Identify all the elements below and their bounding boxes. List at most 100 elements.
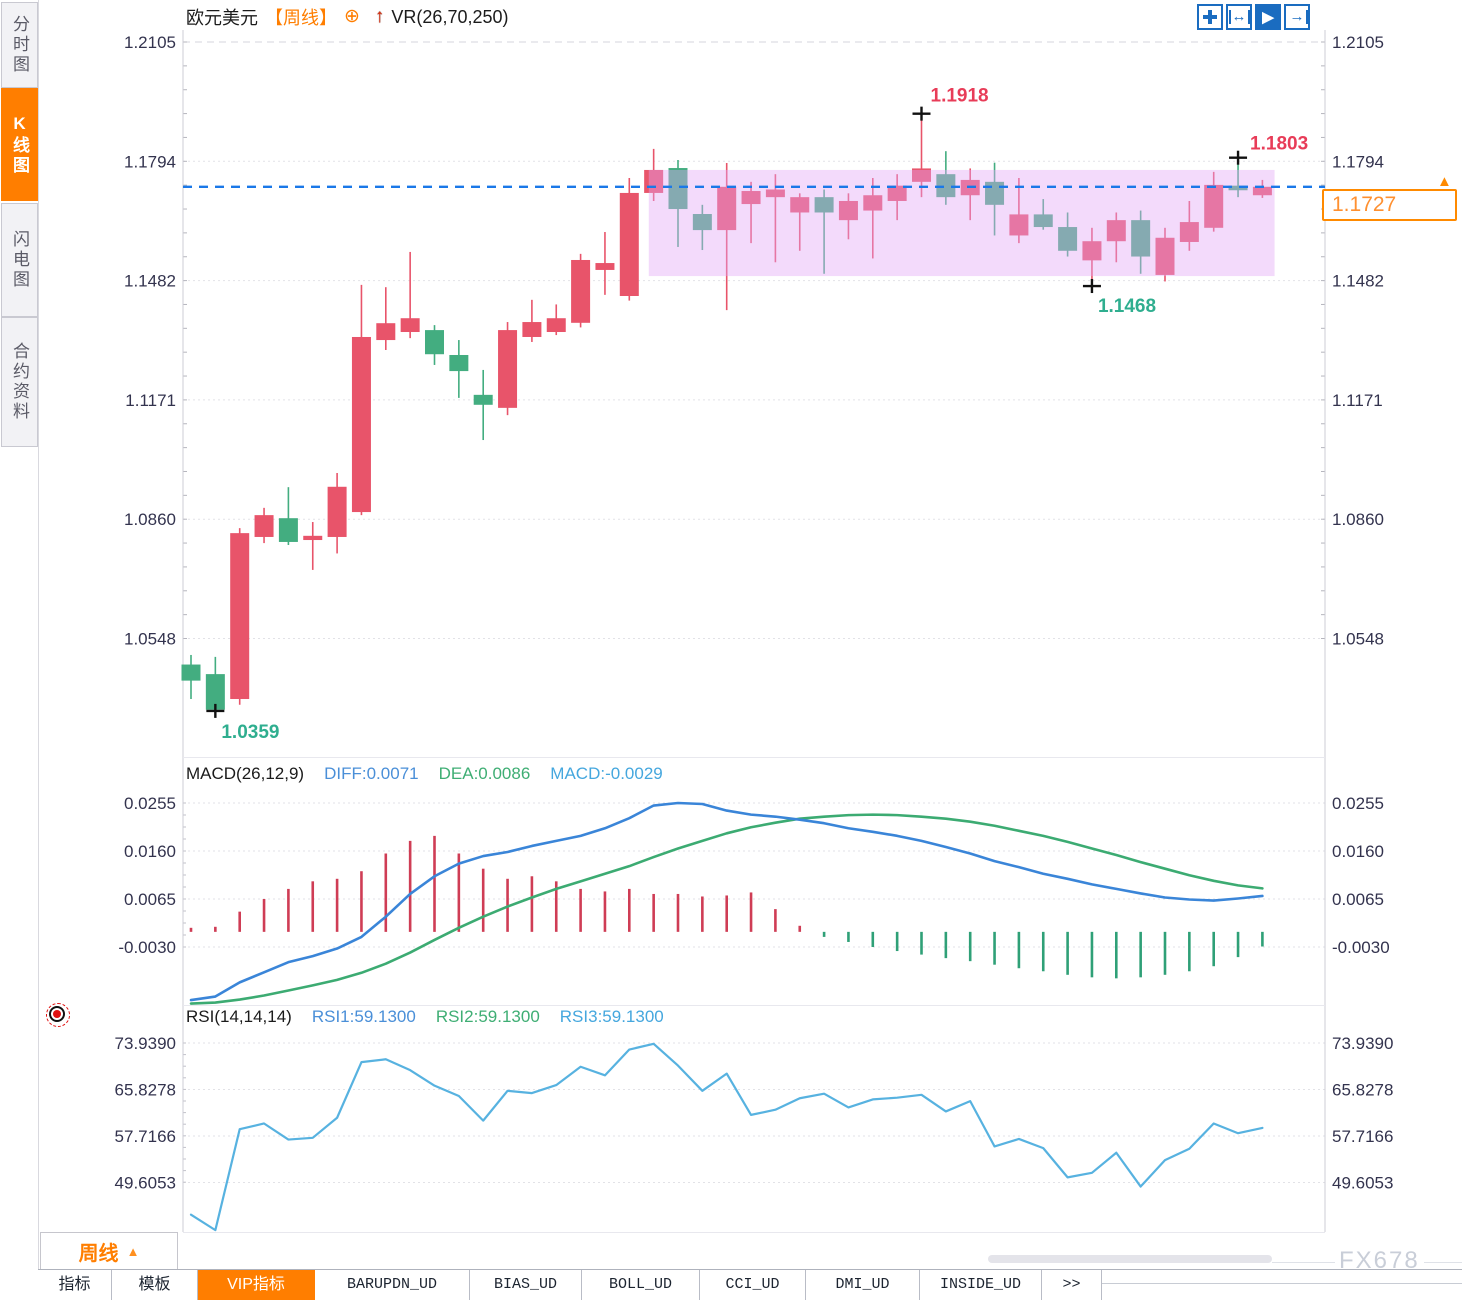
candle-body [1228,185,1248,191]
highlight-zone [648,169,1275,277]
candle-body [1252,186,1272,196]
rsi3-value: RSI3:59.1300 [559,1007,664,1026]
rsi-line [189,1042,1264,1232]
tab-cci[interactable]: CCI_UD [700,1270,806,1300]
candle-body [1033,214,1053,228]
candle-body [230,533,250,700]
current-price-badge: 1.1727 [1322,189,1457,221]
sidebar-tab-candle[interactable]: K线图 [1,88,38,201]
pane-borders [182,30,1326,1233]
axis-label: 1.1794 [1332,152,1384,171]
chart-toolbar: ↔ ▶ → [1197,4,1310,30]
rsi-settings-icon[interactable] [46,1003,70,1027]
axis-label: 0.0065 [124,890,176,909]
axis-label: 65.8278 [115,1081,176,1100]
axis-label: 1.0860 [124,510,176,529]
candle-body [863,195,883,211]
candle-body [1204,184,1224,228]
tab-indicators[interactable]: 指标 [38,1270,112,1300]
candle-body [1179,222,1199,242]
tab-vip[interactable]: VIP指标 [198,1270,315,1300]
period-label[interactable]: 【周线】 [265,8,337,28]
annotations: 1.1918 1.1803 1.1468 1.0359 [206,86,1308,743]
axis-label: 1.2105 [1332,33,1384,52]
arrow-right-glyph: → [1287,9,1308,24]
axis-scale-icon[interactable]: ↔ [1226,4,1252,30]
candle-body [1106,220,1126,242]
sidebar-tab-timeline[interactable]: 分时图 [1,2,38,88]
candle-body [912,168,931,182]
macd-pane [189,801,1264,1005]
chart-header: 欧元美元 【周线】 ⊕ ↑ VR(26,70,250) [186,5,509,29]
candle-body [425,330,444,355]
candle-body [303,535,323,541]
rsi-header: RSI(14,14,14) RSI1:59.1300 RSI2:59.1300 … [186,1007,664,1027]
gridlines [183,41,1325,1183]
sidebar-tab-flash[interactable]: 闪电图 [1,203,38,317]
candle-body [765,189,785,198]
tab-boll[interactable]: BOLL_UD [582,1270,700,1300]
rsi-pane [189,1042,1264,1232]
period-selector[interactable]: 周线 ▲ [40,1232,178,1271]
macd-title: MACD(26,12,9) [186,764,305,783]
price-annotation: 1.1468 [1098,296,1156,317]
candle-body [1058,227,1078,251]
rsi2-value: RSI2:59.1300 [435,1007,540,1026]
candle-body [522,322,542,337]
axis-label: 0.0065 [1332,890,1384,909]
candle-body [814,197,834,213]
axis-label: 1.0548 [124,630,176,649]
tab-dmi[interactable]: DMI_UD [806,1270,920,1300]
axis-label: 1.1171 [125,391,176,410]
candle-body [571,259,591,323]
indicator-tabbar: 指标 模板 VIP指标 BARUPDN_UD BIAS_UD BOLL_UD C… [38,1269,1462,1300]
tab-more[interactable]: >> [1042,1270,1102,1300]
tab-barupdn[interactable]: BARUPDN_UD [315,1270,470,1300]
candle-body [351,336,371,513]
axis-label: -0.0030 [118,938,176,957]
add-indicator-icon[interactable]: ⊕ [344,6,360,27]
candle-body [717,186,737,231]
axis-label: 73.9390 [1332,1034,1393,1053]
axis-labels: 1.2105 1.2105 1.1794 1.1794 1.1482 1.1482 1.11… [115,33,1394,1193]
tab-inside[interactable]: INSIDE_UD [920,1270,1042,1300]
sun-core [53,1010,61,1018]
price-annotation: 1.0359 [221,722,279,743]
candle-body [473,394,493,405]
candle-body [546,318,566,333]
candlesticks[interactable] [181,113,1272,711]
axis-label: -0.0030 [1332,938,1390,957]
axis-label: 1.0860 [1332,510,1384,529]
axis-label: 65.8278 [1332,1081,1393,1100]
dea-line [189,813,1264,1005]
tabbar-extra-area [1102,1283,1462,1300]
candle-body [838,200,858,221]
candle-body [205,674,225,710]
horizontal-scrollbar[interactable] [988,1255,1272,1263]
sidebar-tab-contract-info[interactable]: 合约资料 [1,317,38,447]
tab-templates[interactable]: 模板 [112,1270,198,1300]
candle-body [327,486,347,537]
shift-right-icon[interactable]: → [1284,4,1310,30]
price-up-marker: ▲ [1437,173,1452,190]
candle-body [181,664,201,681]
price-annotation: 1.1918 [931,86,989,107]
diff-line [189,801,1264,1002]
crosshair-icon[interactable] [1197,4,1223,30]
candle-body [887,185,907,201]
candle-body [449,354,469,372]
axis-label: 1.1482 [1332,272,1384,291]
axis-play-icon[interactable]: ▶ [1255,4,1281,30]
tab-bias[interactable]: BIAS_UD [470,1270,582,1300]
axis-label: 0.0255 [124,794,176,813]
plus-glyph [1203,10,1217,24]
macd-dea-value: DEA:0.0086 [438,764,531,783]
candle-body [400,318,420,333]
axis-label: 0.0160 [124,842,176,861]
highlight [648,169,1275,277]
candle-body [278,518,298,542]
axis-label: 1.0548 [1332,630,1384,649]
period-selector-label: 周线 [78,1243,119,1265]
